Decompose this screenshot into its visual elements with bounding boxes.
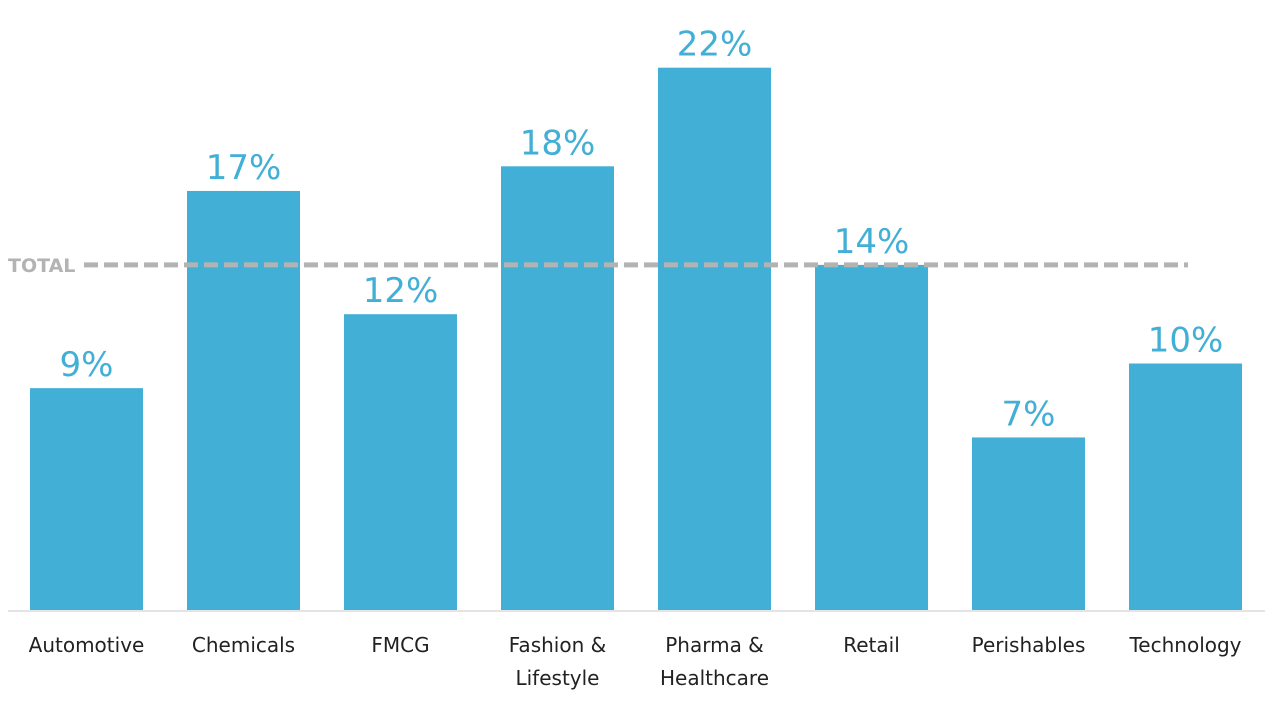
data-label: 17% [206,148,282,188]
data-label: 10% [1148,321,1224,361]
data-label: 9% [60,345,114,385]
bar [815,264,928,610]
data-label: 14% [834,222,910,262]
category-label: Automotive [29,633,145,657]
bar [501,166,614,611]
category-label: Fashion & [509,633,606,657]
bar [344,314,457,610]
category-label: Technology [1128,633,1241,657]
bar [1129,363,1242,610]
category-label: Chemicals [192,633,295,657]
category-label: FMCG [371,633,429,657]
data-label: 7% [1002,394,1056,434]
category-label: Lifestyle [515,666,599,690]
category-label: Retail [843,633,900,657]
bar [972,437,1085,610]
data-label: 18% [520,123,596,163]
bar [658,67,771,610]
category-label: Healthcare [660,666,769,690]
bar [187,190,300,610]
data-label: 22% [677,25,753,65]
category-label: Pharma & [665,633,764,657]
total-reference-label: TOTAL [8,255,75,277]
category-label: Perishables [972,633,1086,657]
data-label: 12% [363,271,439,311]
bar [30,388,143,610]
